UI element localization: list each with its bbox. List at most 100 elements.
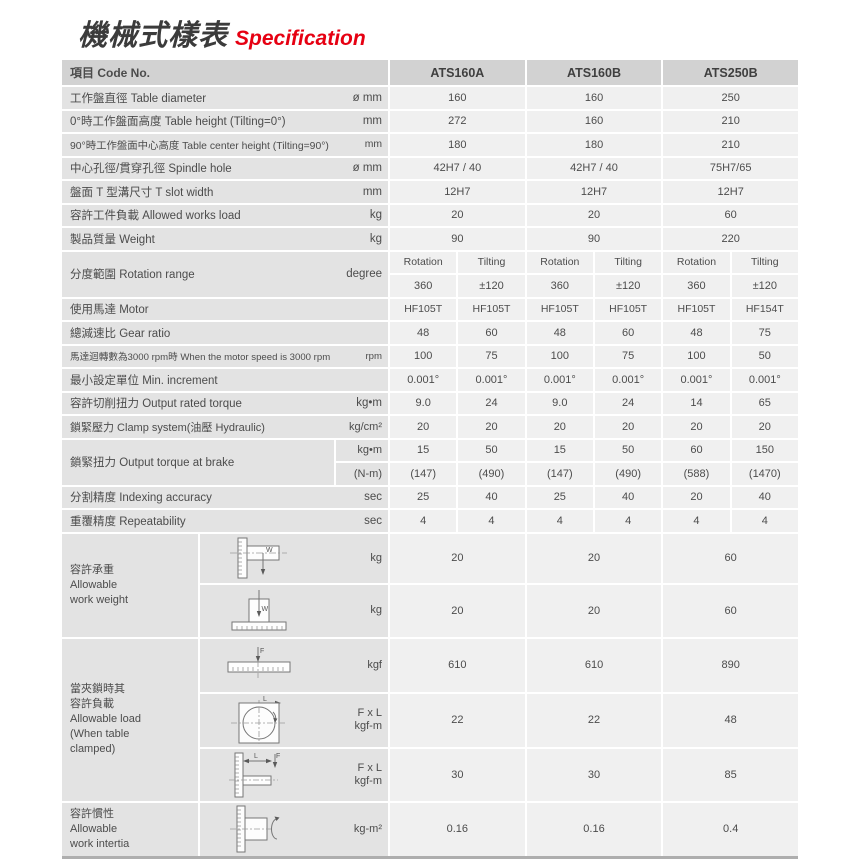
value-cell: 4	[390, 510, 457, 532]
group-allowable-work-inertia: 容許慣性 Allowable work intertia kg-m² 0.16 0…	[62, 802, 799, 856]
value-cell: (490)	[594, 463, 662, 485]
group-rows: kg-m² 0.16 0.16 0.4	[200, 802, 799, 856]
column-header-ats160b: ATS160B	[526, 60, 662, 85]
group-row: L F x L kgf-m 22 22 48	[200, 693, 799, 747]
row-label: 鎖緊壓力 Clamp system(油壓 Hydraulic)	[70, 421, 265, 434]
value-cell: 4	[594, 510, 662, 532]
diagram-cell: L F x L kgf-m	[200, 693, 388, 747]
vertical-table-weight-diagram: W	[230, 537, 287, 579]
row-label-cell: 工作盤直徑 Table diameter ø mm	[62, 87, 388, 109]
value-cell: 48	[526, 322, 593, 344]
row-values: 25 40 25 40 20 40	[390, 486, 798, 508]
group-label-cell: 容許慣性 Allowable work intertia	[62, 802, 198, 856]
value-cell: 9.0	[526, 392, 593, 414]
value-cell: 15	[390, 439, 457, 461]
value-cell: 75	[731, 322, 798, 344]
table-row-clamp-system: 鎖緊壓力 Clamp system(油壓 Hydraulic) kg/cm² 20…	[62, 416, 798, 438]
row-label: 盤面 T 型溝尺寸 T slot width	[70, 186, 214, 199]
diagram-cell: F kgf	[200, 638, 388, 692]
value-cell: 4	[526, 510, 593, 532]
group-row: kg-m² 0.16 0.16 0.4	[200, 802, 799, 856]
value-cell: (490)	[458, 463, 525, 485]
page-title: 機械式樣表 Specification	[78, 12, 366, 54]
value-cell: 180	[390, 134, 525, 156]
value-cell: ±120	[731, 275, 798, 297]
value-cell: 24	[458, 392, 525, 414]
value-cell: 60	[663, 584, 799, 637]
row-values: 12H7 12H7 12H7	[390, 181, 799, 203]
row-unit: kg	[369, 232, 382, 245]
value-cell: 12H7	[390, 181, 525, 203]
value-cell: HF105T	[458, 298, 525, 320]
row-values: 100 75 100 75 100 50	[390, 345, 798, 367]
value-cell: 20	[390, 416, 457, 438]
row-label: 工作盤直徑 Table diameter	[70, 92, 207, 105]
value-cell: 4	[663, 510, 730, 532]
row-values: (147) (490) (147) (490) (588) (1470)	[390, 463, 798, 485]
value-cell: HF154T	[731, 298, 798, 320]
table-row-table-center-height: 90°時工作盤面中心高度 Table center height (Tiltin…	[62, 134, 799, 156]
value-cell: 9.0	[390, 392, 457, 414]
row-label-cell: 製品質量 Weight kg	[62, 228, 388, 250]
row-unit: kgf	[367, 658, 382, 671]
row-label-cell: 馬達迴轉數為3000 rpm時 When the motor speed is …	[62, 345, 388, 367]
value-cell: 48	[390, 322, 457, 344]
value-cell: 20	[390, 584, 525, 637]
row-label: 重覆精度 Repeatability	[70, 515, 186, 528]
value-cell: 20	[390, 533, 525, 583]
value-cell: 75	[594, 345, 662, 367]
brake-subrow-kgm: kg•m 15 50 15 50 60 150	[336, 439, 798, 461]
table-row-weight: 製品質量 Weight kg 90 90 220	[62, 228, 799, 250]
value-cell: ±120	[458, 275, 525, 297]
diagram-cell: kg-m²	[200, 802, 388, 856]
row-values: 0.16 0.16 0.4	[390, 802, 799, 856]
subheader-cell: Rotation	[526, 251, 593, 273]
table-row-gear-ratio: 總減速比 Gear ratio 48 60 48 60 48 75	[62, 322, 798, 344]
table-row-min-increment: 最小設定單位 Min. increment 0.001° 0.001° 0.001°…	[62, 369, 798, 391]
value-cell: 50	[731, 345, 798, 367]
row-label: 總減速比 Gear ratio	[70, 327, 171, 340]
group-label-cell: 容許承重 Allowable work weight	[62, 533, 198, 637]
row-values: 30 30 85	[390, 748, 799, 801]
value-cell: 220	[663, 228, 799, 250]
row-unit: kg-m²	[353, 822, 382, 835]
value-cell: 272	[390, 110, 525, 132]
row-label-cell: 中心孔徑/貫穿孔徑 Spindle hole ø mm	[62, 157, 388, 179]
value-cell: 210	[663, 134, 799, 156]
value-cell: 65	[731, 392, 798, 414]
value-cell: 0.16	[390, 802, 525, 856]
value-cell: 40	[731, 486, 798, 508]
value-cell: 14	[663, 392, 730, 414]
row-label-cell: 0°時工作盤面高度 Table height (Tilting=0°) mm	[62, 110, 388, 132]
value-cell: 75	[458, 345, 525, 367]
row-label: 使用馬達 Motor	[70, 304, 149, 317]
value-cell: 50	[458, 439, 525, 461]
row-label-cell: 容許工件負載 Allowed works load kg	[62, 204, 388, 226]
row-values: 20 20 60	[390, 584, 799, 637]
header-model-columns: ATS160A ATS160B ATS250B	[390, 60, 799, 85]
brake-subrows: kg•m 15 50 15 50 60 150 (N-m) (147) (490) (147)…	[336, 439, 798, 485]
row-label: 容許切削扭力 Output rated torque	[70, 398, 242, 411]
row-unit: degree	[346, 268, 382, 280]
value-cell: 60	[663, 204, 799, 226]
row-label: 90°時工作盤面中心高度 Table center height (Tiltin…	[70, 141, 329, 153]
value-cell: 42H7 / 40	[526, 157, 662, 179]
row-label-cell: 容許切削扭力 Output rated torque kg•m	[62, 392, 388, 414]
axial-force-diagram: F	[227, 647, 291, 680]
title-chinese: 機械式樣表	[78, 20, 229, 52]
value-cell: 60	[594, 322, 662, 344]
value-cell: 610	[390, 638, 525, 692]
row-values: 20 20 60	[390, 533, 799, 583]
value-cell: 60	[663, 533, 799, 583]
row-label: 0°時工作盤面高度 Table height (Tilting=0°)	[70, 116, 286, 129]
row-values: 48 60 48 60 48 75	[390, 322, 798, 344]
group-rows: W kg 20 20 60 W kg	[200, 533, 799, 637]
value-cell: 100	[526, 345, 593, 367]
group-row: W kg 20 20 60	[200, 533, 799, 583]
row-unit: F x L kgf-m	[354, 761, 383, 787]
value-cell: 4	[458, 510, 525, 532]
value-cell: HF105T	[526, 298, 593, 320]
svg-text:L: L	[263, 696, 267, 703]
value-cell: 25	[526, 486, 593, 508]
